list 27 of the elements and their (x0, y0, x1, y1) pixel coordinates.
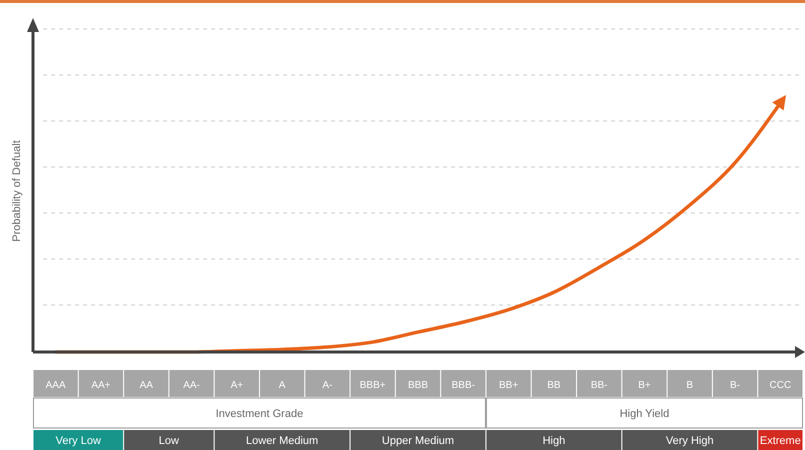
x-tick-label: A+ (230, 380, 244, 391)
x-tick-label: A (278, 380, 286, 391)
x-tick-label: AA+ (91, 380, 111, 391)
text: Very Low (56, 435, 101, 447)
x-tick-label: AA- (183, 380, 200, 391)
x-tick-label: BBB- (452, 380, 475, 391)
x-tick-label: B (686, 380, 694, 391)
text: Investment Grade (216, 408, 304, 420)
text: High (542, 435, 566, 447)
text: Very High (666, 435, 714, 447)
text: Lower Medium (246, 435, 318, 447)
text: Upper Medium (382, 435, 454, 447)
x-tick-label: BB (547, 380, 561, 391)
x-tick-label: BBB (408, 380, 428, 391)
x-tick-label: CCC (770, 380, 792, 391)
text: High Yield (620, 408, 670, 420)
x-tick-label: BBB+ (360, 380, 386, 391)
x-tick-label: B+ (638, 380, 651, 391)
x-tick-label: B- (730, 380, 740, 391)
x-tick-label: BB- (590, 380, 608, 391)
x-tick-label: AA (140, 380, 154, 391)
text: Extreme (760, 435, 801, 447)
y-axis-title: Probability of Defualt (11, 140, 23, 242)
x-tick-label: AAA (46, 380, 66, 391)
x-tick-label: BB+ (498, 380, 518, 391)
x-tick-label: A- (322, 380, 332, 391)
text: Low (158, 435, 180, 447)
